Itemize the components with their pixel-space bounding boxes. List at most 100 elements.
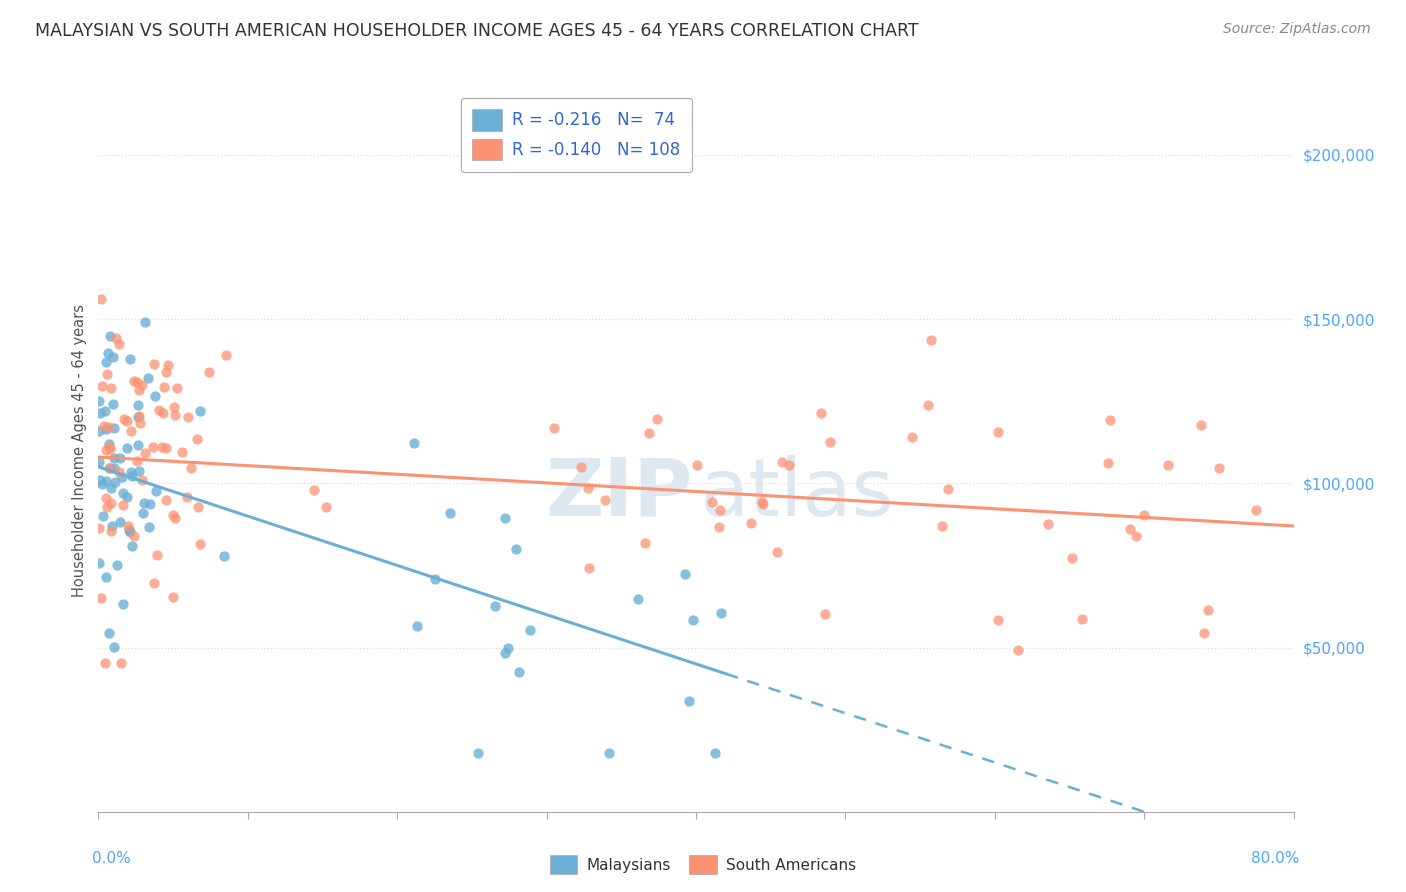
Point	[700, 494, 723, 508]
Point	[121, 539, 143, 553]
Point	[145, 483, 167, 498]
Point	[132, 507, 155, 521]
Point	[120, 424, 142, 438]
Point	[122, 374, 145, 388]
Text: Source: ZipAtlas.com: Source: ZipAtlas.com	[1223, 22, 1371, 37]
Point	[143, 389, 166, 403]
Point	[89, 394, 111, 409]
Point	[94, 404, 117, 418]
Point	[89, 424, 111, 438]
Point	[155, 365, 177, 379]
Point	[172, 444, 194, 458]
Point	[96, 491, 118, 505]
Point	[97, 440, 120, 454]
Point	[569, 459, 592, 474]
Point	[127, 375, 149, 389]
Point	[101, 351, 124, 365]
Point	[98, 437, 121, 451]
Point	[111, 485, 134, 500]
Text: ZIP: ZIP	[546, 455, 692, 533]
Point	[111, 469, 134, 483]
Point	[598, 746, 620, 760]
Point	[96, 500, 118, 515]
Point	[494, 646, 516, 660]
Point	[678, 694, 700, 708]
Point	[98, 329, 121, 343]
Point	[142, 576, 165, 591]
Point	[404, 436, 426, 450]
Point	[96, 443, 118, 458]
Point	[94, 422, 117, 436]
Point	[166, 381, 188, 395]
Point	[112, 412, 135, 426]
Point	[578, 560, 600, 574]
Point	[127, 410, 149, 425]
Point	[188, 537, 211, 551]
Point	[920, 333, 942, 347]
Point	[110, 656, 132, 670]
Point	[108, 465, 131, 479]
Point	[810, 406, 832, 420]
Point	[111, 498, 134, 512]
Point	[188, 403, 211, 417]
Point	[134, 446, 156, 460]
Point	[131, 377, 153, 392]
Point	[107, 337, 129, 351]
Text: 80.0%: 80.0%	[1251, 852, 1299, 866]
Point	[148, 403, 170, 417]
Point	[177, 410, 200, 425]
Point	[1157, 458, 1180, 472]
Point	[94, 354, 117, 368]
Point	[494, 511, 516, 525]
Point	[1062, 550, 1084, 565]
Point	[138, 497, 160, 511]
Legend: Malaysians, South Americans: Malaysians, South Americans	[544, 849, 862, 880]
Point	[90, 292, 112, 306]
Point	[987, 613, 1010, 627]
Point	[770, 455, 793, 469]
Point	[156, 358, 179, 372]
Point	[645, 412, 668, 426]
Point	[122, 529, 145, 543]
Point	[100, 481, 122, 495]
Point	[100, 381, 122, 395]
Point	[128, 409, 150, 423]
Point	[107, 558, 129, 572]
Text: atlas: atlas	[700, 455, 894, 533]
Point	[1125, 528, 1147, 542]
Point	[425, 572, 447, 586]
Point	[162, 401, 184, 415]
Point	[709, 503, 731, 517]
Point	[155, 441, 177, 455]
Point	[115, 441, 138, 455]
Point	[1197, 602, 1219, 616]
Point	[127, 438, 149, 452]
Point	[682, 613, 704, 627]
Point	[91, 476, 114, 491]
Point	[100, 524, 122, 539]
Point	[212, 549, 235, 563]
Point	[818, 435, 841, 450]
Point	[98, 625, 121, 640]
Text: MALAYSIAN VS SOUTH AMERICAN HOUSEHOLDER INCOME AGES 45 - 64 YEARS CORRELATION CH: MALAYSIAN VS SOUTH AMERICAN HOUSEHOLDER …	[35, 22, 918, 40]
Point	[101, 397, 124, 411]
Point	[93, 419, 115, 434]
Point	[138, 519, 160, 533]
Point	[751, 497, 773, 511]
Point	[94, 656, 117, 670]
Point	[638, 426, 661, 441]
Point	[87, 521, 110, 535]
Point	[89, 473, 111, 487]
Point	[1097, 456, 1119, 470]
Point	[673, 567, 696, 582]
Point	[304, 483, 326, 498]
Point	[987, 425, 1010, 440]
Point	[103, 421, 125, 435]
Point	[112, 597, 135, 611]
Point	[98, 460, 121, 475]
Point	[405, 619, 427, 633]
Point	[593, 492, 616, 507]
Point	[484, 599, 506, 613]
Point	[89, 556, 111, 570]
Point	[131, 473, 153, 487]
